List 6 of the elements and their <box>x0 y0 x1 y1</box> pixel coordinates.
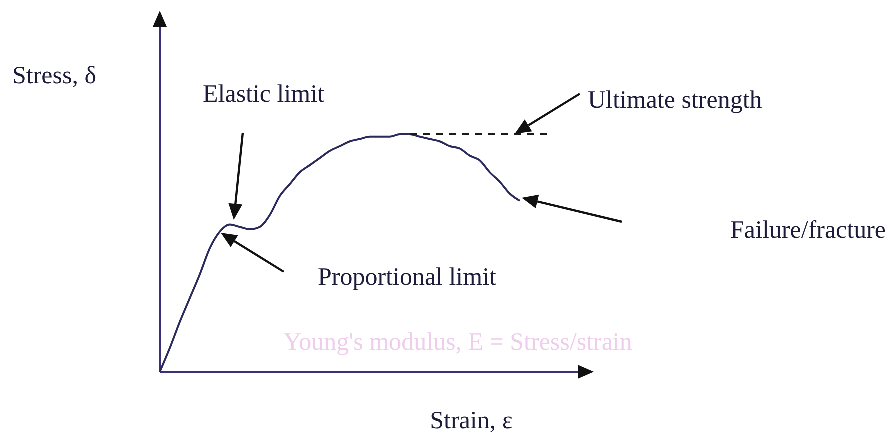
annotation: Proportional limit <box>318 264 497 291</box>
text: Elastic limit <box>203 81 325 108</box>
text: Ultimate strength <box>588 87 763 114</box>
text: Failure/fracture <box>730 217 886 244</box>
x-axis-title: Strain, ε <box>430 408 513 432</box>
y-axis-title: Stress, δ <box>12 62 97 90</box>
